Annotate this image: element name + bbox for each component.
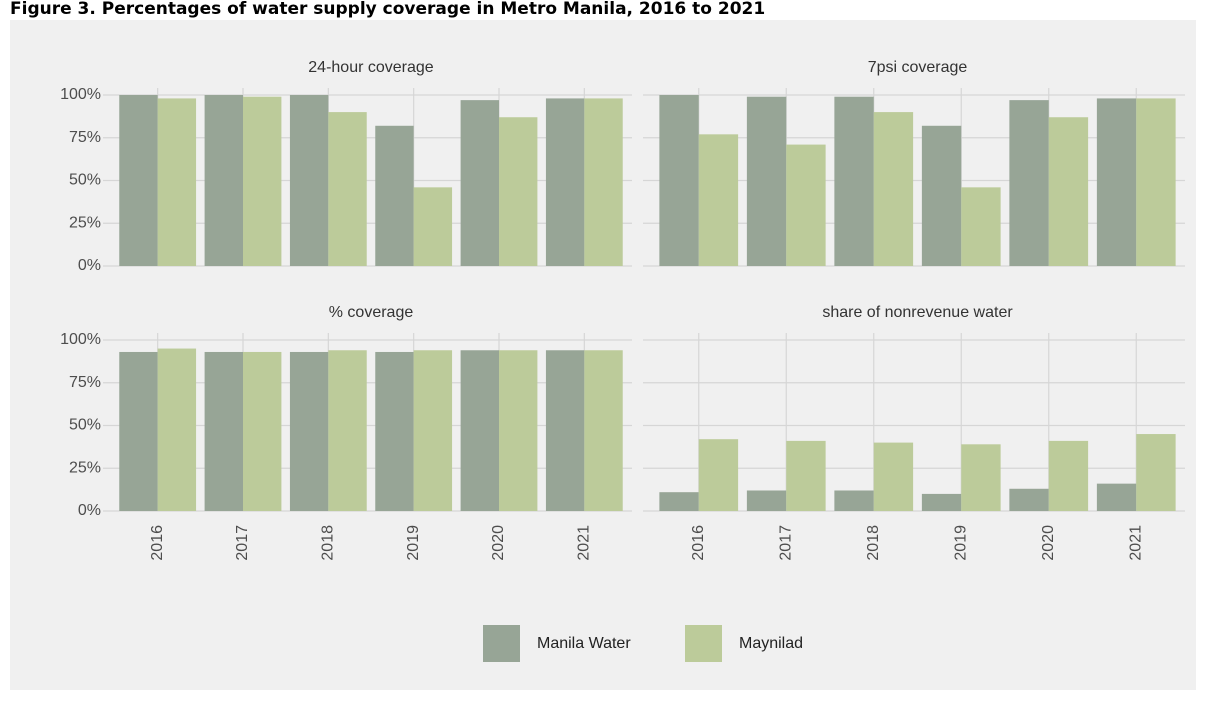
x-tick-label: 2017 [777,525,794,561]
bar [460,350,499,511]
bar [584,98,623,266]
chart-title: Figure 3. Percentages of water supply co… [10,0,765,19]
bar [119,95,158,266]
bar [786,440,826,511]
x-tick-label: 2020 [490,525,507,561]
bar [499,350,538,511]
y-tick-label: 100% [60,331,101,348]
bar [204,351,243,511]
bar [157,98,197,266]
bar [873,112,914,266]
bar [1048,440,1089,511]
y-tick-label: 0% [78,502,101,519]
facet-title: 7psi coverage [868,59,968,76]
y-tick-label: 50% [69,172,101,189]
x-tick-label: 2021 [576,525,593,561]
bar [157,348,197,511]
bar [1009,488,1049,511]
facet-title: 24-hour coverage [308,59,434,76]
bar [328,112,367,266]
x-tick-label: 2017 [234,525,251,561]
bar [545,350,585,511]
bar [1136,98,1176,266]
bar [1096,98,1137,266]
bar [413,350,453,511]
bar [413,187,453,266]
bar [834,96,874,267]
bar [746,490,787,511]
bar [786,144,826,266]
y-tick-label: 100% [60,86,101,103]
bar [460,100,499,266]
x-tick-label: 2019 [952,525,969,561]
y-tick-label: 50% [69,417,101,434]
bar [834,490,874,511]
bar [961,187,1001,266]
x-tick-label: 2018 [865,525,882,561]
x-tick-label: 2018 [320,525,337,561]
bar [921,125,962,266]
bar [1009,100,1049,266]
facet-title: % coverage [329,304,414,321]
bar [659,95,699,266]
bar [375,351,414,511]
bar [921,493,962,511]
bar [961,444,1001,511]
y-tick-label: 75% [69,129,101,146]
bar [1096,483,1137,511]
y-tick-label: 75% [69,374,101,391]
bar [584,350,623,511]
legend-label: Manila Water [537,635,631,652]
x-tick-label: 2019 [405,525,422,561]
x-tick-label: 2021 [1127,525,1144,561]
legend-swatch [685,625,722,662]
x-tick-label: 2020 [1040,525,1057,561]
y-tick-label: 25% [69,459,101,476]
bar [289,95,329,266]
legend-swatch [483,625,520,662]
bar [545,98,585,266]
bar [698,134,739,266]
bar [499,117,538,266]
legend-label: Maynilad [739,635,803,652]
bar [289,351,329,511]
bar [119,351,158,511]
bar [328,350,367,511]
bar [243,96,282,267]
bar [746,96,787,267]
facet-title: share of nonrevenue water [822,304,1013,321]
bar [204,95,243,266]
bar [1136,434,1176,511]
bar [243,351,282,511]
y-tick-label: 0% [78,257,101,274]
bar [659,492,699,511]
bar [873,442,914,511]
y-tick-label: 25% [69,214,101,231]
bar [698,439,739,511]
bar [375,125,414,266]
x-tick-label: 2016 [690,525,707,561]
x-tick-label: 2016 [149,525,166,561]
bar [1048,117,1089,266]
